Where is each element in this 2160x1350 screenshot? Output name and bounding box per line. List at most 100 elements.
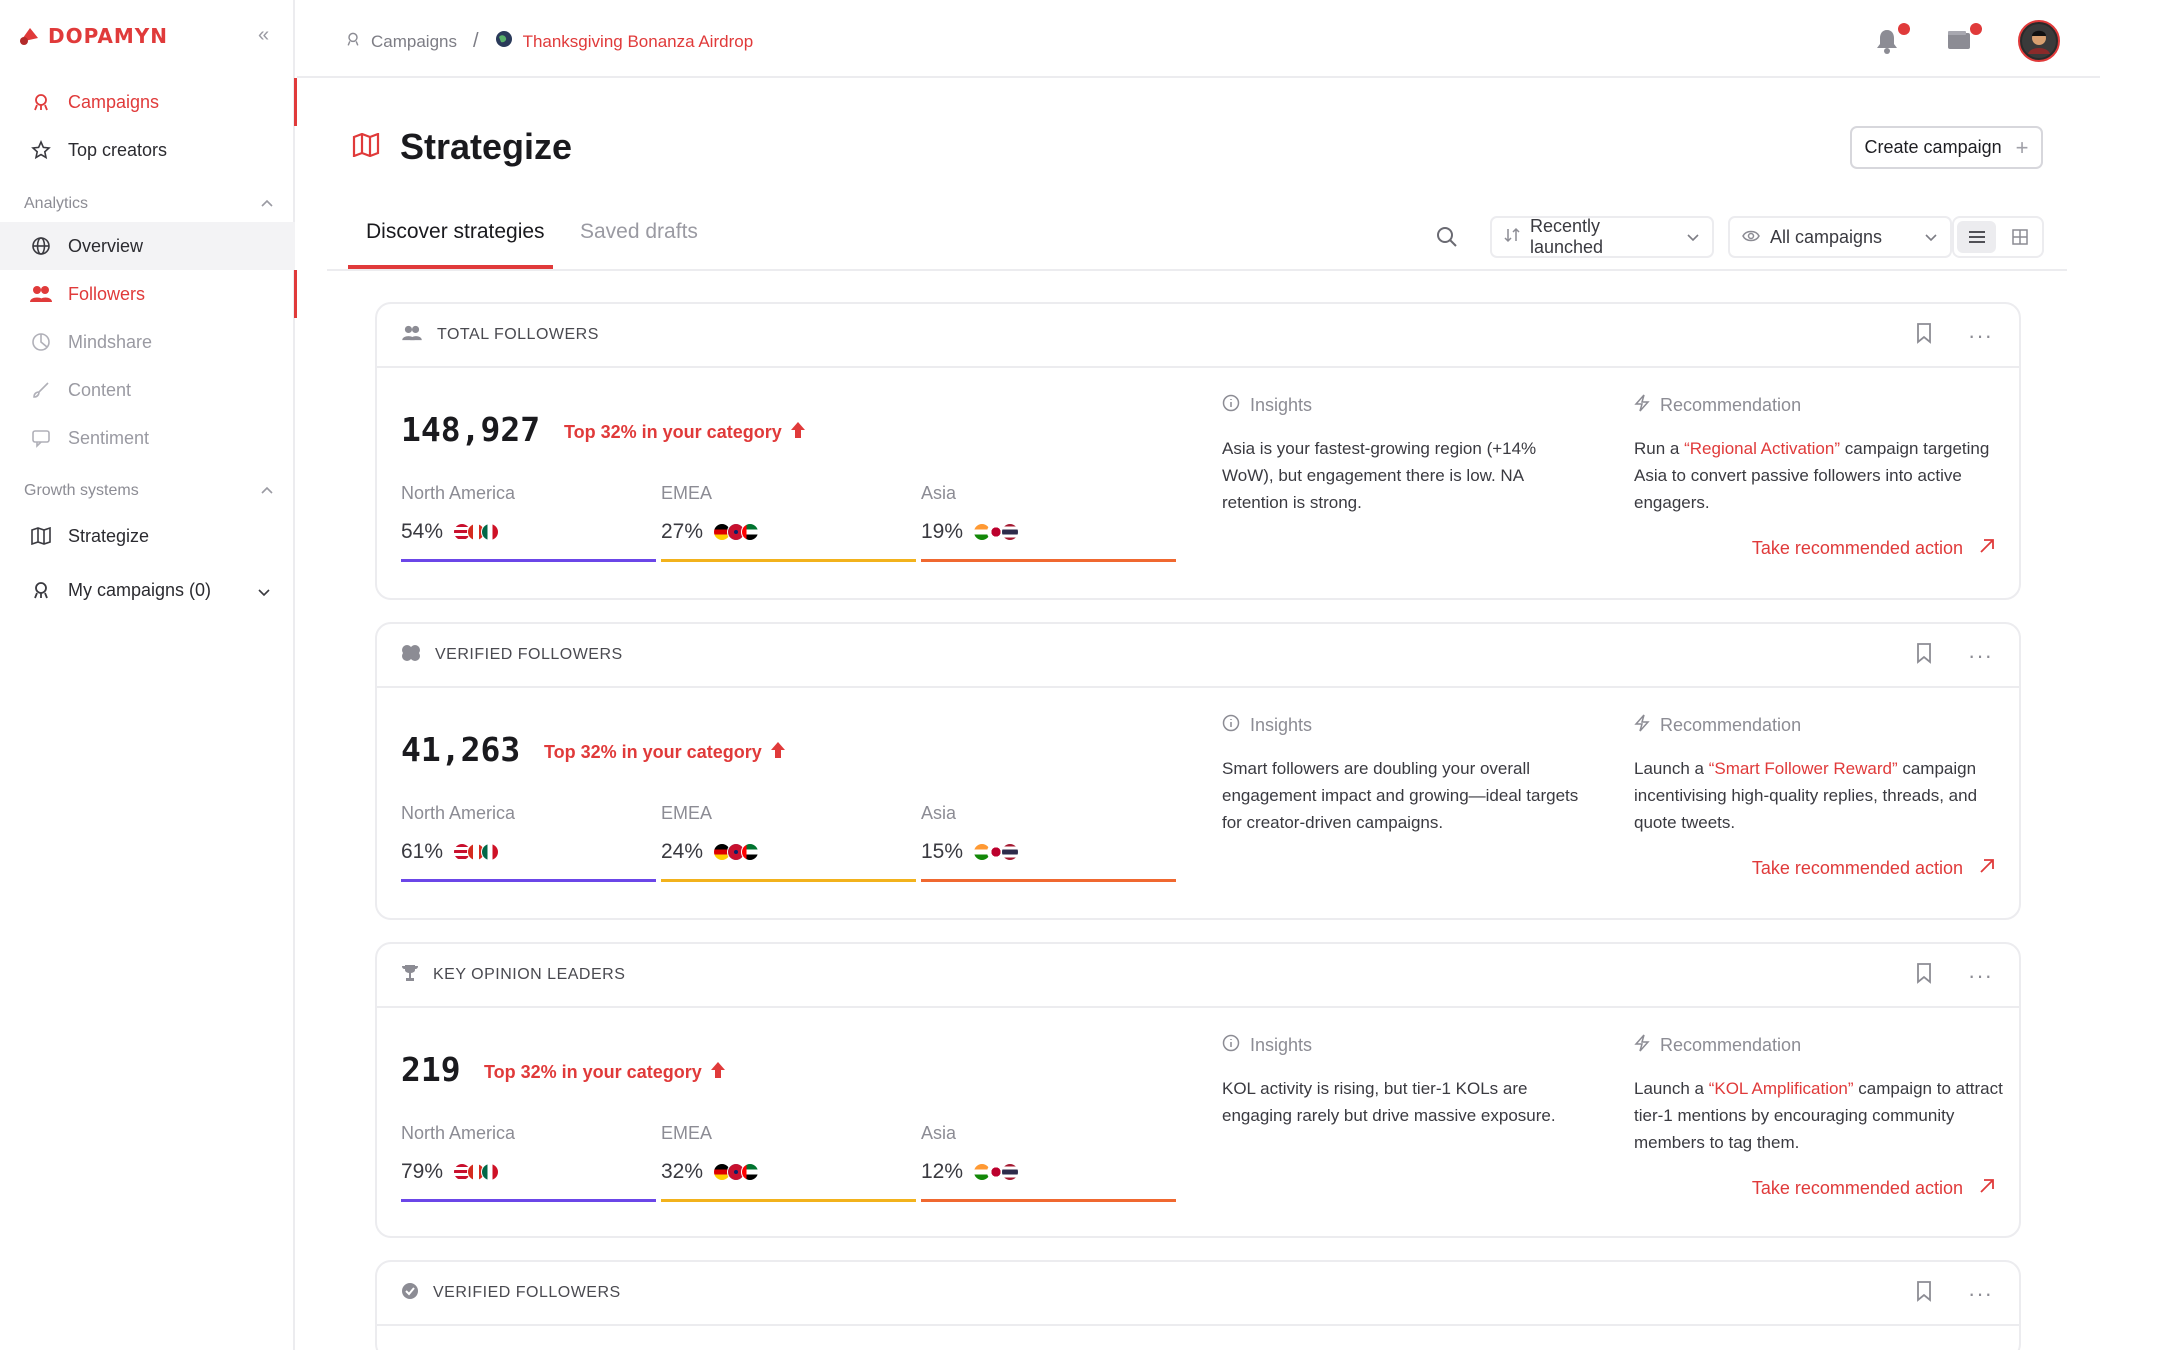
region-name: North America bbox=[401, 803, 516, 823]
campaign-filter-dropdown[interactable]: All campaigns bbox=[1728, 216, 1952, 258]
sidebar-item-label: Top creators bbox=[68, 139, 168, 160]
take-recommended-action-link[interactable]: Take recommended action bbox=[1752, 1178, 1995, 1199]
rank-badge: Top 32% in your category bbox=[564, 421, 806, 444]
rec-text-post: campaign targeting Asia to convert passi… bbox=[1634, 439, 1990, 512]
recommendation-text: Launch a “Smart Follower Reward” campaig… bbox=[1634, 755, 2004, 836]
sidebar-item-sentiment[interactable]: Sentiment bbox=[0, 414, 295, 462]
sidebar-item-top-creators[interactable]: Top creators bbox=[0, 126, 295, 174]
sidebar-item-followers[interactable]: Followers bbox=[0, 270, 297, 318]
recommendation-panel: Recommendation Launch a “KOL Amplificati… bbox=[1634, 1034, 2004, 1156]
rec-campaign-name[interactable]: “Regional Activation” bbox=[1684, 439, 1841, 458]
bookmark-icon[interactable] bbox=[1916, 322, 1932, 349]
region-name: Asia bbox=[921, 1123, 957, 1143]
notifications-button[interactable] bbox=[1874, 23, 1910, 55]
avatar[interactable] bbox=[2018, 20, 2060, 62]
card-body: 41,263 Top 32% in your category North Am… bbox=[377, 688, 2019, 918]
wallet-button[interactable] bbox=[1946, 23, 1982, 55]
sidebar-section-growth[interactable]: Growth systems bbox=[24, 482, 274, 500]
sidebar-item-label: Followers bbox=[68, 283, 146, 304]
user-avatar-icon bbox=[2022, 24, 2056, 58]
sidebar-item-strategize[interactable]: Strategize bbox=[0, 512, 295, 560]
take-recommended-action-link[interactable]: Take recommended action bbox=[1752, 538, 1995, 559]
insights-label: Insights bbox=[1250, 715, 1313, 735]
sidebar-item-label: Content bbox=[68, 379, 132, 400]
view-toggle bbox=[1952, 216, 2044, 258]
breadcrumb-parent[interactable]: Campaigns bbox=[371, 31, 457, 51]
tab-discover-strategies[interactable]: Discover strategies bbox=[348, 220, 557, 269]
create-campaign-button[interactable]: Create campaign + bbox=[1850, 126, 2043, 169]
sidebar-item-campaigns[interactable]: Campaigns bbox=[0, 78, 297, 126]
uae-flag-icon bbox=[741, 843, 760, 861]
region-bar bbox=[921, 559, 1176, 562]
list-view-button[interactable] bbox=[1957, 221, 1996, 253]
bookmark-icon[interactable] bbox=[1916, 642, 1932, 669]
search-icon[interactable] bbox=[1436, 226, 1458, 253]
brand-logo[interactable]: DOPAMYN bbox=[18, 24, 168, 48]
card-header: VERIFIED FOLLOWERS ··· bbox=[377, 1262, 2019, 1326]
recommendation-panel: Recommendation Run a “Regional Activatio… bbox=[1634, 394, 2004, 516]
sidebar-item-content[interactable]: Content bbox=[0, 366, 295, 414]
rank-badge: Top 32% in your category bbox=[484, 1061, 726, 1084]
recommendation-label: Recommendation bbox=[1660, 715, 1802, 735]
rocket-icon bbox=[30, 91, 52, 113]
region-north-america: North America 79% bbox=[401, 1123, 656, 1202]
rec-campaign-name[interactable]: “KOL Amplification” bbox=[1708, 1079, 1854, 1098]
chevron-down-icon[interactable] bbox=[257, 582, 271, 603]
sort-dropdown[interactable]: Recently launched bbox=[1490, 216, 1714, 258]
region-bar bbox=[921, 879, 1176, 882]
rec-text-pre: Run a bbox=[1634, 439, 1685, 458]
bookmark-icon[interactable] bbox=[1916, 962, 1932, 989]
insights-heading: Insights bbox=[1222, 394, 1582, 417]
brush-icon bbox=[30, 379, 52, 401]
rank-text: Top 32% in your category bbox=[484, 1062, 702, 1082]
bookmark-icon[interactable] bbox=[1916, 1280, 1932, 1307]
flag-group bbox=[973, 843, 1020, 861]
tabs-divider bbox=[327, 269, 2067, 271]
region-north-america: North America 54% bbox=[401, 483, 656, 562]
rec-campaign-name[interactable]: “Smart Follower Reward” bbox=[1708, 759, 1898, 778]
eye-icon bbox=[1742, 227, 1760, 248]
rank-text: Top 32% in your category bbox=[544, 742, 762, 762]
region-emea: EMEA 24% bbox=[661, 803, 916, 882]
more-options-icon[interactable]: ··· bbox=[1968, 1280, 1993, 1306]
arrow-up-icon bbox=[790, 421, 806, 444]
recommendation-panel: Recommendation Launch a “Smart Follower … bbox=[1634, 714, 2004, 836]
breadcrumb-current[interactable]: Thanksgiving Bonanza Airdrop bbox=[522, 31, 754, 51]
insights-label: Insights bbox=[1250, 1035, 1313, 1055]
collapse-sidebar-icon[interactable]: « bbox=[258, 24, 270, 46]
rec-text-pre: Launch a bbox=[1634, 1079, 1709, 1098]
recommendation-heading: Recommendation bbox=[1634, 394, 2004, 417]
tab-saved-drafts[interactable]: Saved drafts bbox=[580, 220, 698, 244]
more-options-icon[interactable]: ··· bbox=[1968, 642, 1993, 668]
flag-group bbox=[453, 523, 500, 541]
wallet-icon bbox=[1948, 31, 1970, 49]
arrow-up-icon bbox=[710, 1061, 726, 1084]
region-north-america: North America 61% bbox=[401, 803, 656, 882]
sidebar-item-overview[interactable]: Overview bbox=[0, 222, 295, 270]
rec-text-post: campaign to attract tier-1 mentions by e… bbox=[1634, 1079, 2003, 1152]
more-options-icon[interactable]: ··· bbox=[1968, 962, 1993, 988]
grid-view-button[interactable] bbox=[2000, 221, 2039, 253]
region-name: EMEA bbox=[661, 483, 713, 503]
region-bar bbox=[661, 559, 916, 562]
take-recommended-action-link[interactable]: Take recommended action bbox=[1752, 858, 1995, 879]
recommendation-label: Recommendation bbox=[1660, 395, 1802, 415]
region-emea: EMEA 32% bbox=[661, 1123, 916, 1202]
map-icon bbox=[30, 525, 52, 547]
insights-heading: Insights bbox=[1222, 1034, 1582, 1057]
sidebar-item-my-campaigns[interactable]: My campaigns (0) bbox=[0, 566, 295, 614]
flag-group bbox=[713, 523, 760, 541]
star-icon bbox=[30, 139, 52, 161]
card-header: TOTAL FOLLOWERS ··· bbox=[377, 304, 2019, 368]
sidebar-item-mindshare[interactable]: Mindshare bbox=[0, 318, 295, 366]
info-icon bbox=[1222, 394, 1240, 417]
insights-heading: Insights bbox=[1222, 714, 1582, 737]
chevron-down-icon bbox=[1924, 227, 1938, 248]
thailand-flag-icon bbox=[1001, 843, 1020, 861]
sidebar-section-analytics[interactable]: Analytics bbox=[24, 195, 274, 213]
uae-flag-icon bbox=[741, 1163, 760, 1181]
bell-icon bbox=[1877, 30, 1897, 54]
rec-text-post: campaign incentivising high-quality repl… bbox=[1634, 759, 1978, 832]
more-options-icon[interactable]: ··· bbox=[1968, 322, 1993, 348]
flag-group bbox=[453, 843, 500, 861]
